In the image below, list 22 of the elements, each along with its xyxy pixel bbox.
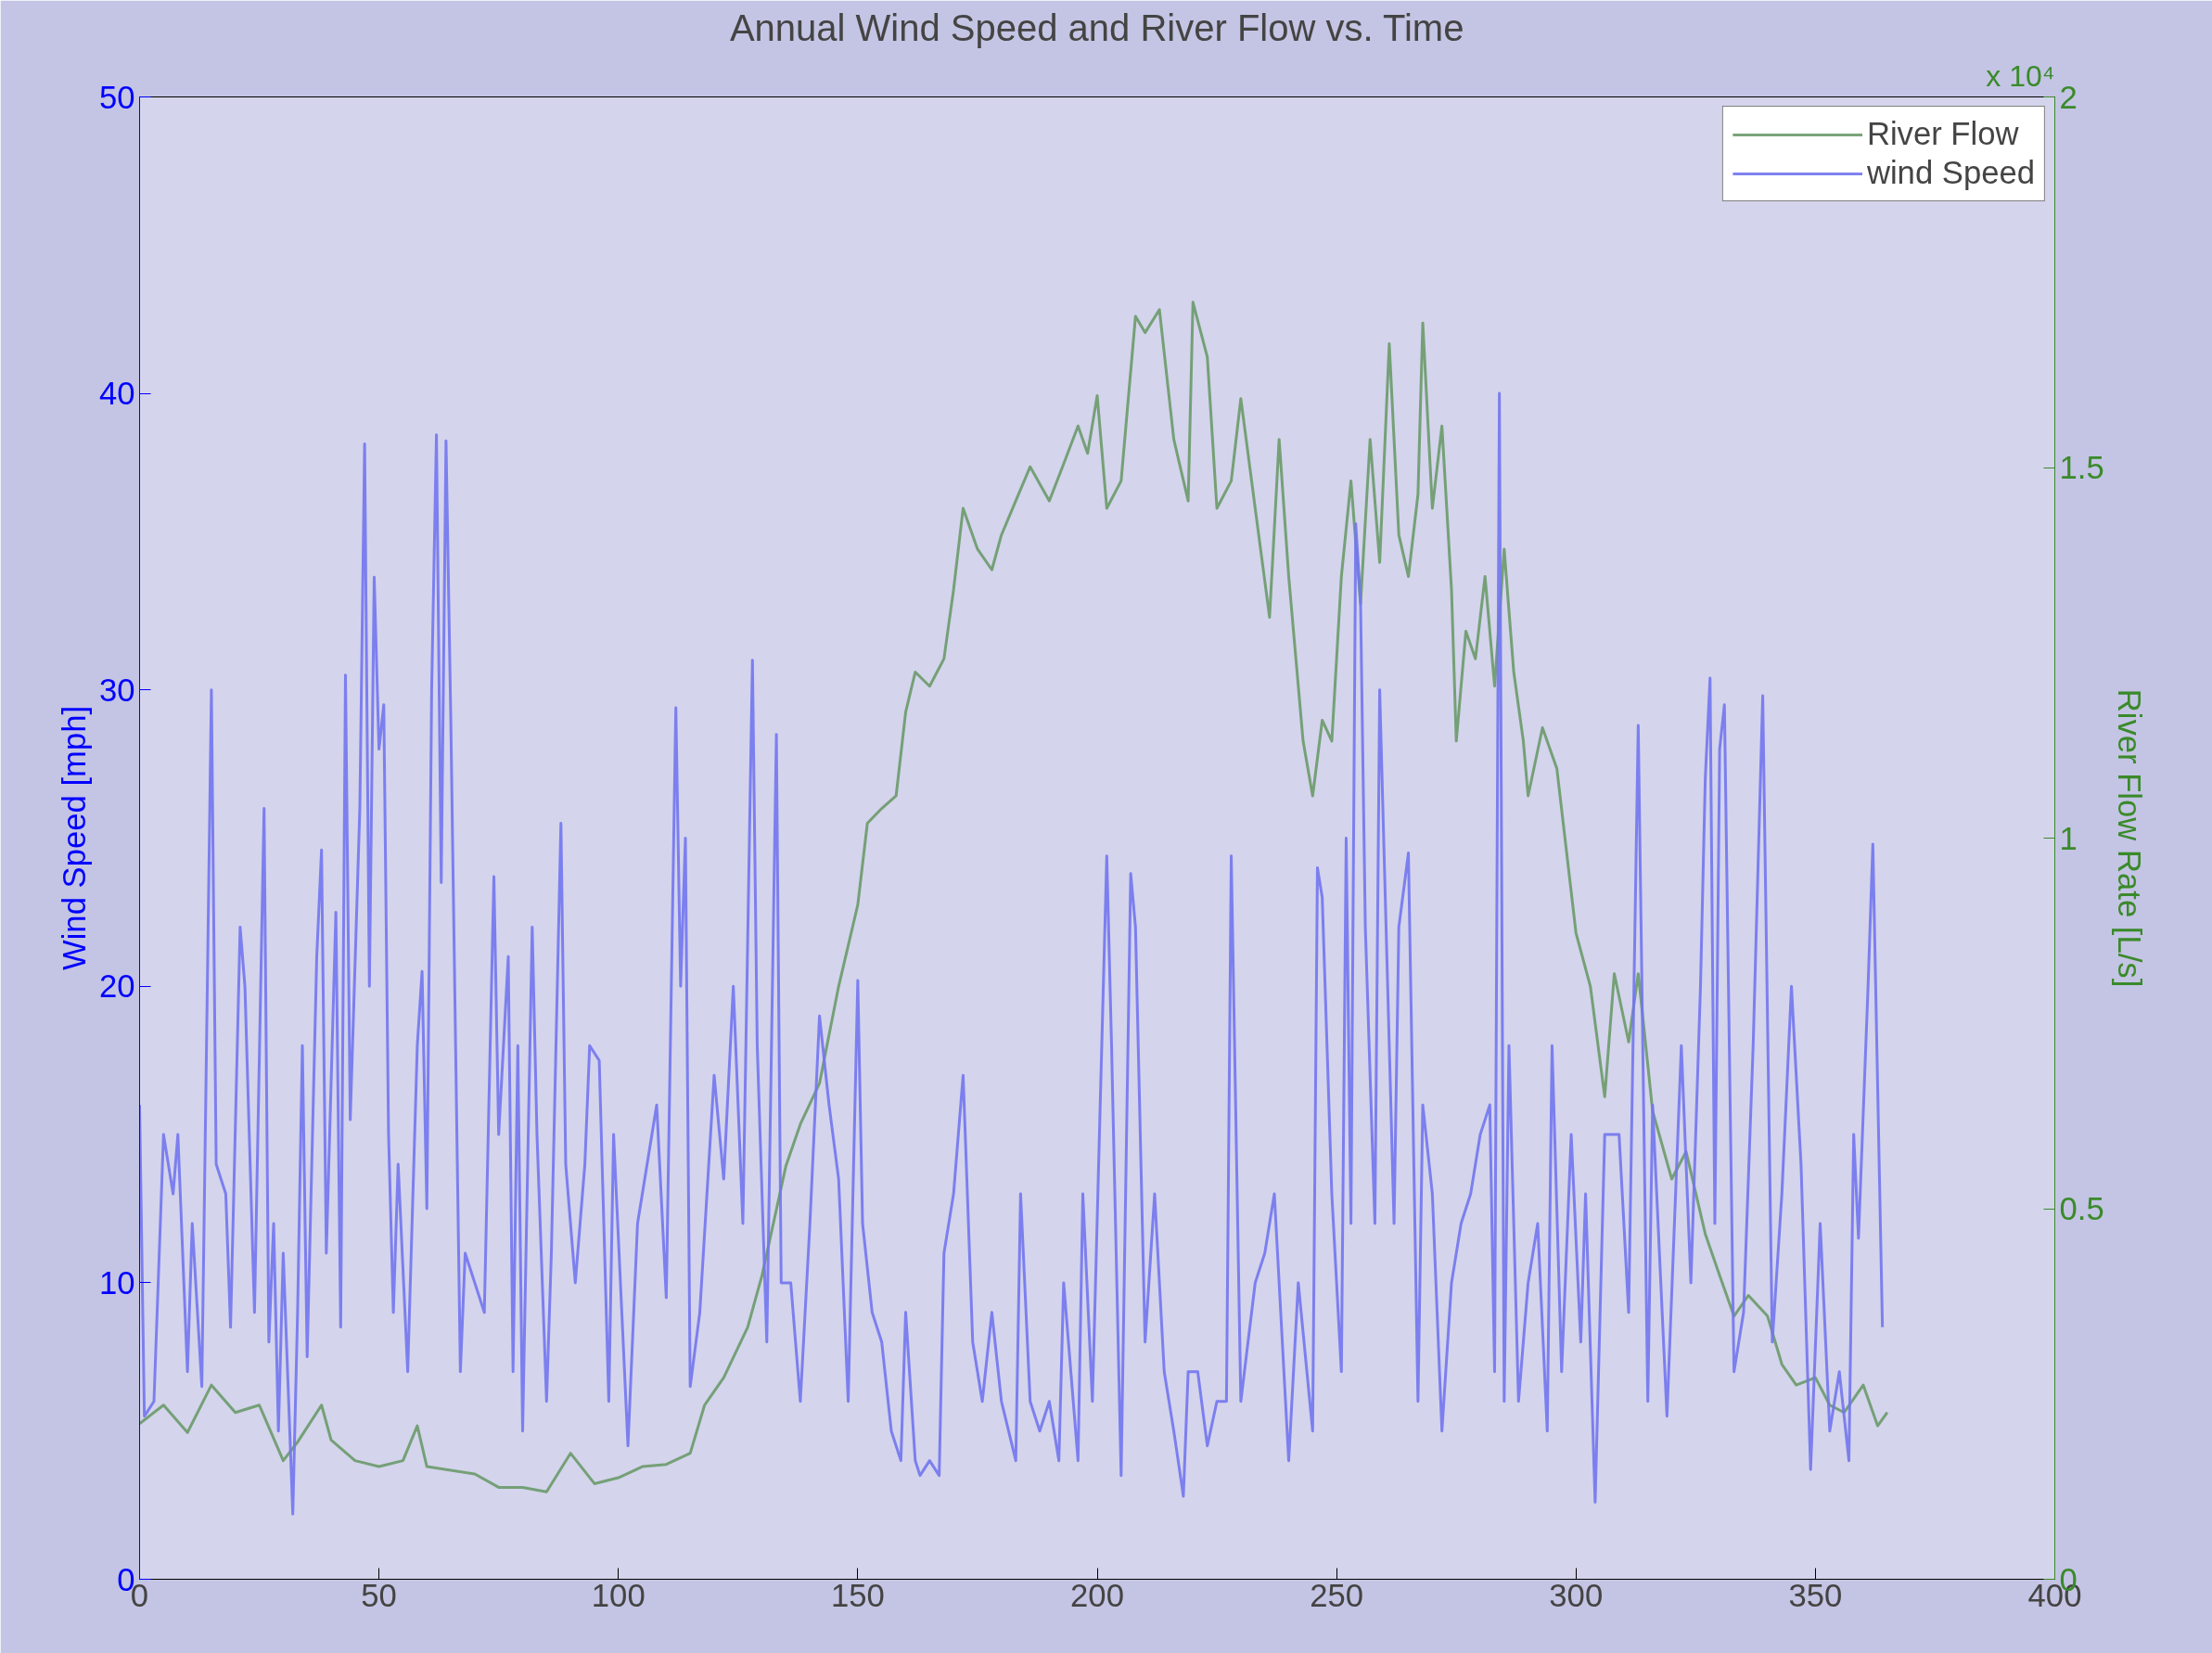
- y2-axis-title: River Flow Rate [L/s]: [2111, 688, 2147, 988]
- y-tick-label: 30: [98, 672, 135, 708]
- y-tick-label: 40: [98, 376, 135, 412]
- chart-title: Annual Wind Speed and River Flow vs. Time: [729, 6, 1464, 48]
- y-axis-title: Wind Speed [mph]: [56, 705, 92, 971]
- x-tick-label: 300: [1549, 1577, 1604, 1613]
- y-tick-label: 10: [98, 1264, 135, 1301]
- legend-label: wind Speed: [1866, 155, 2035, 191]
- x-tick-label: 350: [1788, 1577, 1843, 1613]
- x-tick-label: 200: [1070, 1577, 1124, 1613]
- x-tick-label: 100: [591, 1577, 646, 1613]
- y2-tick-label: 1: [2059, 820, 2078, 856]
- x-tick-label: 50: [361, 1577, 397, 1613]
- legend-label: River Flow: [1866, 116, 2019, 152]
- y2-tick-label: 2: [2059, 79, 2078, 115]
- y-tick-label: 50: [98, 79, 135, 115]
- x-tick-label: 150: [830, 1577, 885, 1613]
- y2-tick-label: 1.5: [2059, 450, 2104, 485]
- y2-tick-label: 0.5: [2059, 1191, 2104, 1226]
- y-tick-label: 20: [98, 968, 135, 1005]
- x-tick-label: 250: [1310, 1577, 1364, 1613]
- text: x 10⁴: [1986, 58, 2055, 93]
